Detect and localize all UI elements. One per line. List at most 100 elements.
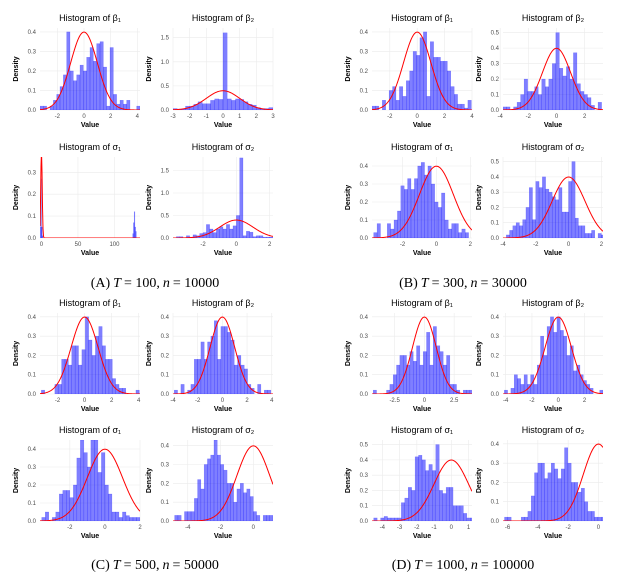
- y-tick-label: 0.4: [491, 46, 500, 52]
- y-tick-label: 0.2: [360, 353, 369, 359]
- y-tick-label: 0.5: [360, 443, 369, 449]
- histogram-bar: [184, 511, 188, 521]
- histogram-bar: [399, 355, 404, 394]
- histogram-bar: [235, 98, 240, 110]
- x-axis-label: Value: [81, 122, 99, 129]
- y-tick-label: 0.0: [491, 108, 500, 114]
- histogram-bar: [392, 86, 397, 110]
- histogram-bar: [406, 364, 411, 394]
- x-tick-label: 4: [470, 114, 474, 120]
- histogram-bar: [90, 440, 95, 521]
- histogram-bar: [568, 181, 573, 238]
- y-tick-label: 0.5: [161, 214, 170, 220]
- normal-density-curve: [372, 31, 472, 110]
- x-tick-label: 50: [75, 242, 82, 248]
- histogram-bar: [541, 78, 546, 110]
- histogram-bar: [209, 228, 214, 238]
- histogram-bar: [224, 326, 228, 394]
- histogram-bar: [437, 207, 442, 238]
- histogram-bar: [459, 505, 464, 521]
- histogram-bar: [220, 464, 225, 521]
- histogram-bar: [538, 187, 543, 238]
- histogram-bar: [190, 384, 195, 394]
- x-tick-label: 0: [221, 398, 225, 404]
- histogram-bar: [266, 515, 270, 521]
- histogram-bar: [104, 484, 109, 521]
- histogram-bar: [454, 223, 459, 238]
- y-tick-label: 0.1: [28, 88, 37, 94]
- y-axis-label: Density: [345, 185, 352, 210]
- y-tick-label: 0.0: [28, 392, 37, 398]
- histogram-bar: [427, 165, 432, 238]
- histogram-bar: [89, 47, 94, 110]
- histogram-bar: [581, 225, 586, 238]
- y-tick-label: 0.2: [161, 353, 170, 359]
- normal-density-curve: [372, 165, 472, 238]
- y-tick-label: 0.2: [491, 353, 500, 359]
- histogram-bar: [439, 351, 444, 394]
- histogram-bar: [590, 511, 595, 521]
- histogram-bar: [551, 196, 556, 238]
- y-tick-label: 0.2: [491, 205, 500, 211]
- y-tick-label: 1.0: [161, 60, 170, 66]
- y-tick-label: 0.0: [161, 236, 170, 242]
- histogram-bar: [469, 389, 472, 394]
- histogram-bar: [421, 459, 426, 521]
- normal-density-curve: [173, 90, 273, 110]
- histogram-bar: [266, 236, 270, 238]
- x-tick-label: -3: [397, 525, 403, 531]
- normal-density-curve: [372, 459, 472, 521]
- histogram-bar: [76, 74, 81, 110]
- histogram-bar: [404, 189, 408, 238]
- histogram-bar: [219, 226, 224, 238]
- histogram-bar: [113, 94, 117, 110]
- y-tick-label: 0.3: [28, 465, 37, 471]
- histogram-bar: [457, 103, 462, 110]
- y-axis-label: Density: [13, 185, 20, 210]
- x-axis-label: Value: [214, 533, 232, 540]
- y-tick-label: 1.5: [161, 36, 170, 42]
- histogram-bar: [556, 316, 561, 394]
- histogram-bar: [553, 332, 558, 394]
- y-tick-label: 0.2: [360, 69, 369, 75]
- y-tick-label: 0.4: [360, 458, 369, 464]
- caption-label: (D): [392, 558, 412, 573]
- histogram-bar: [439, 490, 443, 521]
- y-tick-label: 0.1: [360, 504, 369, 510]
- x-tick-label: 0: [416, 114, 420, 120]
- x-tick-label: 0: [221, 114, 225, 120]
- x-tick-label: 100: [109, 242, 120, 248]
- histogram-bar: [86, 57, 91, 110]
- histogram-bar: [452, 505, 457, 521]
- histogram-bar: [125, 515, 130, 521]
- histogram-bar: [558, 187, 563, 238]
- histogram-bar: [423, 31, 427, 110]
- histogram-bar: [194, 359, 198, 394]
- histogram-panel: -2 0 2 0.0 0.1 0.2 0.3 0.4 Histogram of σ₁ Value D…: [13, 425, 142, 540]
- y-tick-label: 0.3: [28, 49, 37, 55]
- histogram-bar: [550, 462, 555, 521]
- histogram-bar: [559, 68, 564, 110]
- y-tick-label: 0.3: [491, 461, 500, 467]
- histogram-bar: [601, 234, 603, 238]
- histogram-bar: [584, 501, 589, 521]
- histogram-bar: [194, 498, 198, 521]
- normal-density-curve: [503, 316, 603, 394]
- x-tick-label: 0: [557, 398, 561, 404]
- histogram-bar: [203, 464, 208, 521]
- caption-t-val: = 1000,: [425, 558, 468, 573]
- histogram-bar: [441, 192, 446, 238]
- histogram-bar: [73, 80, 77, 110]
- histogram-bar: [212, 232, 217, 238]
- x-tick-label: -4: [503, 398, 509, 404]
- histogram-bar: [88, 339, 93, 394]
- y-tick-label: 0.4: [161, 315, 170, 321]
- histogram-panel: -2 0 2 4 0.0 0.1 0.2 0.3 0.4 Histogram of β₁ Value…: [345, 13, 474, 129]
- histogram-bar: [180, 384, 185, 394]
- x-tick-label: 2: [245, 398, 249, 404]
- y-tick-label: 0.3: [360, 334, 369, 340]
- histogram-bar: [249, 231, 254, 238]
- normal-density-curve: [173, 219, 273, 238]
- histogram-bar: [259, 235, 264, 238]
- panel-title: Histogram of σ₂: [522, 142, 585, 152]
